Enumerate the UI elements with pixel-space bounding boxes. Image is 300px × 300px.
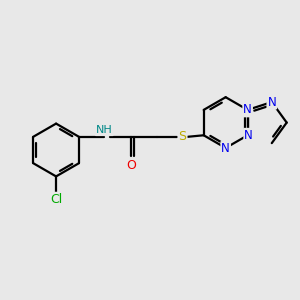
Text: N: N [243,103,252,116]
Text: NH: NH [96,125,113,135]
Text: Cl: Cl [50,193,62,206]
Text: N: N [221,142,230,155]
Text: S: S [178,130,187,143]
Text: N: N [244,129,253,142]
Text: O: O [126,159,136,172]
Text: N: N [267,96,276,109]
